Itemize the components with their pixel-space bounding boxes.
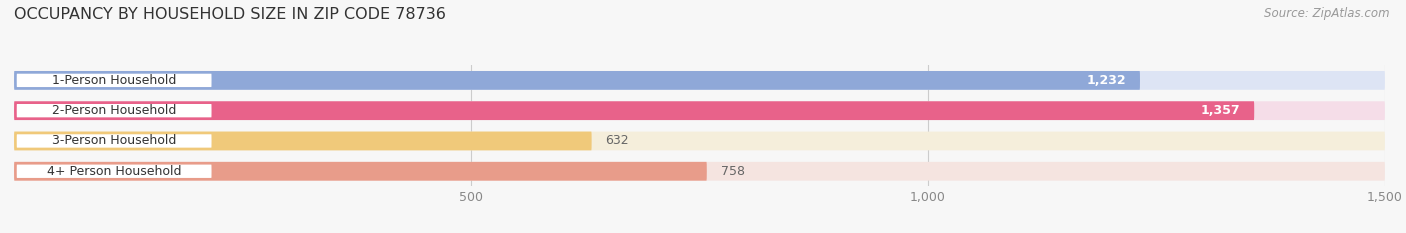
FancyBboxPatch shape bbox=[14, 162, 707, 181]
FancyBboxPatch shape bbox=[14, 71, 1140, 90]
Text: 632: 632 bbox=[606, 134, 628, 147]
FancyBboxPatch shape bbox=[15, 164, 212, 179]
FancyBboxPatch shape bbox=[14, 101, 1254, 120]
Text: 758: 758 bbox=[720, 165, 745, 178]
FancyBboxPatch shape bbox=[15, 73, 212, 88]
Text: 4+ Person Household: 4+ Person Household bbox=[46, 165, 181, 178]
Text: Source: ZipAtlas.com: Source: ZipAtlas.com bbox=[1264, 7, 1389, 20]
FancyBboxPatch shape bbox=[14, 132, 592, 150]
Text: 1,357: 1,357 bbox=[1201, 104, 1240, 117]
Text: OCCUPANCY BY HOUSEHOLD SIZE IN ZIP CODE 78736: OCCUPANCY BY HOUSEHOLD SIZE IN ZIP CODE … bbox=[14, 7, 446, 22]
FancyBboxPatch shape bbox=[14, 71, 1385, 90]
Text: 3-Person Household: 3-Person Household bbox=[52, 134, 176, 147]
Text: 1,232: 1,232 bbox=[1087, 74, 1126, 87]
Text: 1-Person Household: 1-Person Household bbox=[52, 74, 176, 87]
FancyBboxPatch shape bbox=[15, 134, 212, 148]
FancyBboxPatch shape bbox=[14, 101, 1385, 120]
FancyBboxPatch shape bbox=[15, 103, 212, 118]
FancyBboxPatch shape bbox=[14, 132, 1385, 150]
Text: 2-Person Household: 2-Person Household bbox=[52, 104, 176, 117]
FancyBboxPatch shape bbox=[14, 162, 1385, 181]
